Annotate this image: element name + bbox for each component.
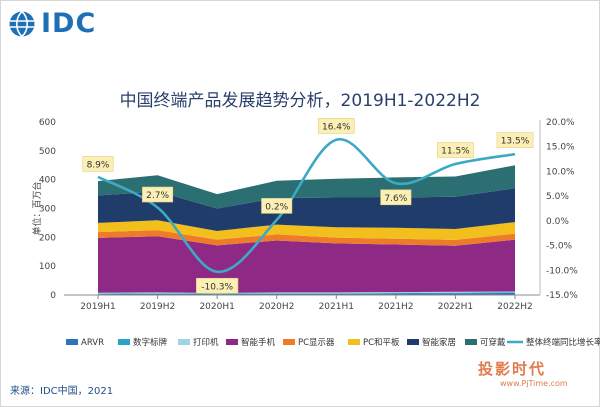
growth-label-box bbox=[496, 132, 534, 148]
growth-label-box bbox=[82, 156, 114, 172]
legend-swatch bbox=[407, 339, 419, 345]
growth-data-label: 7.6% bbox=[384, 194, 407, 204]
source-note: 来源：IDC中国，2021 bbox=[10, 386, 114, 397]
y2-tick-label: 10.0% bbox=[546, 167, 575, 177]
legend-label: 打印机 bbox=[193, 337, 219, 348]
legend-label: ARVR bbox=[81, 338, 104, 348]
y-tick-label: 0 bbox=[50, 291, 56, 301]
legend-label: 智能家居 bbox=[422, 337, 456, 348]
x-tick-label: 2020H1 bbox=[199, 302, 234, 312]
x-tick-label: 2019H1 bbox=[80, 302, 115, 312]
y-tick-label: 600 bbox=[39, 118, 56, 128]
y-tick-label: 400 bbox=[39, 176, 56, 186]
x-tick-label: 2021H2 bbox=[378, 302, 413, 312]
x-tick-label: 2020H2 bbox=[259, 302, 294, 312]
growth-data-label: 2.7% bbox=[146, 191, 169, 201]
area-series-5 bbox=[98, 220, 515, 240]
y-axis-label: 单位：百万台 bbox=[31, 181, 43, 235]
growth-data-label: 13.5% bbox=[501, 137, 530, 147]
legend-swatch bbox=[465, 339, 477, 345]
y2-tick-label: 20.0% bbox=[546, 118, 575, 128]
x-tick-label: 2019H2 bbox=[140, 302, 175, 312]
legend-swatch bbox=[66, 339, 78, 345]
growth-label-box bbox=[380, 189, 412, 206]
growth-label-box bbox=[317, 117, 355, 134]
area-series-7 bbox=[98, 165, 515, 209]
growth-data-label: 8.9% bbox=[87, 160, 110, 170]
legend-label: 整体终端同比增长率 bbox=[526, 337, 600, 348]
growth-label-box bbox=[261, 198, 293, 214]
growth-data-label: -10.3% bbox=[201, 282, 233, 292]
growth-data-label: 0.2% bbox=[265, 202, 288, 212]
y-tick-label: 300 bbox=[39, 205, 56, 215]
y-tick-label: 500 bbox=[39, 147, 56, 157]
legend-swatch bbox=[348, 339, 360, 345]
legend-swatch bbox=[283, 339, 295, 345]
y2-tick-label: 5.0% bbox=[546, 192, 569, 202]
watermark: 投影时代 www.PjTime.com bbox=[478, 358, 568, 388]
growth-data-label: 16.4% bbox=[322, 122, 351, 132]
growth-line bbox=[97, 138, 516, 274]
legend-label: 智能手机 bbox=[241, 337, 276, 348]
y2-tick-label: 0.0% bbox=[546, 217, 569, 227]
y2-tick-label: -10.0% bbox=[546, 266, 578, 276]
y2-tick-label: -5.0% bbox=[546, 242, 573, 252]
growth-data-label: 11.5% bbox=[441, 147, 470, 157]
idc-logo: IDC bbox=[8, 8, 96, 39]
globe-icon bbox=[9, 10, 35, 37]
growth-label-box bbox=[196, 277, 239, 294]
growth-label-box bbox=[142, 186, 174, 203]
chart-title: 中国终端产品发展趋势分析，2019H1-2022H2 bbox=[119, 91, 481, 111]
legend-label: PC显示器 bbox=[298, 338, 335, 348]
y2-tick-label: 15.0% bbox=[546, 143, 575, 153]
area-series-1 bbox=[98, 292, 515, 295]
y2-tick-label: -15.0% bbox=[546, 291, 578, 301]
y-tick-label: 200 bbox=[39, 233, 56, 243]
legend-swatch bbox=[118, 339, 130, 345]
legend-label: PC和平板 bbox=[363, 337, 400, 348]
legend-swatch bbox=[226, 339, 238, 345]
watermark-url: www.PjTime.com bbox=[500, 379, 568, 388]
logo-text: IDC bbox=[41, 8, 97, 39]
legend-swatch bbox=[178, 339, 190, 345]
area-series-4 bbox=[98, 230, 515, 246]
growth-label-box bbox=[437, 142, 474, 158]
legend-label: 数字标牌 bbox=[133, 337, 168, 348]
x-tick-label: 2022H2 bbox=[497, 302, 532, 312]
legend-label: 可穿戴 bbox=[480, 337, 506, 348]
watermark-text: 投影时代 bbox=[478, 360, 547, 378]
y-tick-label: 100 bbox=[39, 262, 56, 272]
x-tick-label: 2022H1 bbox=[438, 302, 473, 312]
x-tick-label: 2021H1 bbox=[319, 302, 354, 312]
